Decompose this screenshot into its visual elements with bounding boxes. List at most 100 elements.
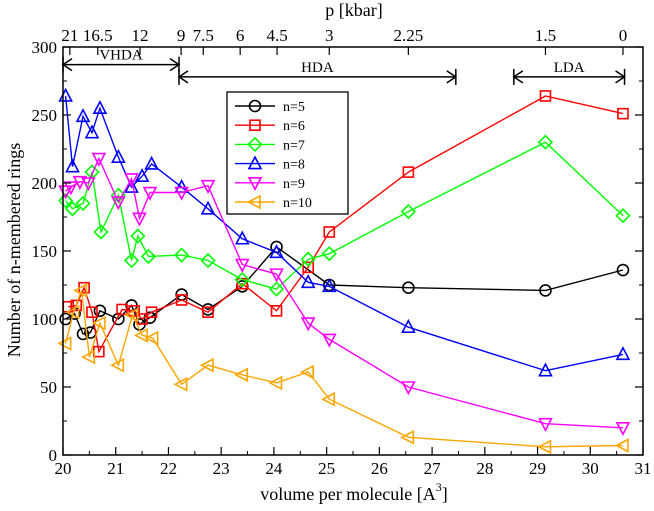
data-point-n8 (144, 155, 159, 170)
y-tick-label: 100 (32, 310, 58, 329)
y-tick-label: 150 (32, 242, 58, 261)
data-point-n8 (111, 148, 126, 163)
data-point-n7 (130, 228, 146, 244)
data-point-n9 (111, 196, 126, 211)
legend-marker (247, 155, 263, 170)
legend-label: n=9 (283, 177, 305, 192)
data-point-n7 (321, 246, 337, 262)
data-point-n10 (124, 307, 139, 323)
x-tick-label: 20 (55, 459, 72, 478)
data-point-n7 (58, 193, 74, 209)
data-point-n10 (133, 328, 148, 343)
x-tick-label: 25 (318, 459, 335, 478)
legend-marker (247, 136, 263, 153)
data-point-n10 (400, 430, 415, 445)
data-point-n7 (75, 195, 91, 212)
y-tick-label: 50 (40, 378, 57, 397)
data-point-n5 (76, 327, 90, 341)
data-point-n9 (401, 381, 416, 396)
data-point-n9 (234, 258, 250, 273)
legend-marker (248, 99, 262, 113)
data-point-n8 (269, 244, 284, 259)
data-point-n10 (65, 304, 80, 320)
top-tick-label: 0 (619, 26, 628, 45)
data-point-n10 (614, 438, 629, 453)
legend-entry-n7: n=7 (235, 136, 305, 153)
data-point-n8 (234, 230, 250, 245)
data-point-n9 (174, 186, 189, 201)
region-label: HDA (301, 60, 334, 76)
data-point-n9 (321, 333, 337, 348)
legend-label: n=7 (283, 138, 305, 153)
data-point-n10 (268, 375, 283, 391)
data-point-n10 (144, 330, 159, 346)
data-point-n10 (110, 357, 125, 373)
data-point-n6 (617, 107, 629, 120)
legend-marker (246, 194, 261, 210)
y-tick-label: 250 (32, 106, 58, 125)
data-point-n9 (132, 212, 147, 227)
x-tick-label: 28 (476, 459, 493, 478)
data-point-n8 (92, 99, 108, 114)
x-tick-label: 26 (371, 459, 388, 478)
top-tick-label: 9 (177, 26, 186, 45)
data-point-n6 (302, 261, 314, 274)
data-point-n6 (236, 277, 249, 290)
data-point-n7 (234, 271, 250, 288)
top-tick-label: 16.5 (83, 26, 113, 45)
region-label: LDA (554, 60, 585, 76)
data-point-n8 (75, 108, 91, 123)
x-axis-label-close: ] (442, 484, 448, 504)
x-axis-label-sup: 3 (436, 480, 442, 494)
data-point-n8 (401, 318, 416, 333)
data-point-n7 (615, 208, 631, 224)
data-point-n5 (93, 304, 107, 318)
data-point-n8 (124, 178, 139, 193)
top-tick-label: 2.25 (393, 26, 423, 45)
data-point-n10 (81, 349, 96, 365)
top-tick-label: 21 (61, 26, 78, 45)
legend-entry-n8: n=8 (235, 155, 305, 173)
data-point-n6 (145, 306, 158, 319)
data-point-n6 (70, 299, 82, 312)
phase-regions: VHDA HDA LDA (61, 48, 626, 85)
data-point-n7 (268, 281, 285, 297)
series-n10 (57, 283, 629, 455)
data-point-n7 (64, 201, 81, 217)
data-point-n6 (539, 90, 552, 102)
legend-marker (249, 119, 261, 131)
data-point-n9 (63, 181, 79, 196)
data-point-n9 (300, 317, 316, 332)
data-point-n8 (615, 346, 631, 361)
data-point-n7 (93, 224, 109, 240)
x-tick-label: 21 (107, 459, 124, 478)
x-tick-label: 24 (265, 459, 283, 478)
data-point-n6 (323, 226, 336, 238)
data-point-n6 (86, 306, 98, 319)
data-point-n8 (321, 278, 337, 293)
data-point-n6 (202, 306, 214, 319)
legend-label: n=6 (283, 119, 305, 134)
data-point-n10 (57, 336, 72, 351)
x-tick-label: 23 (213, 459, 230, 478)
legend-entry-n5: n=5 (235, 99, 305, 115)
data-point-n10 (537, 439, 552, 455)
top-axis-label: p [kbar] (325, 0, 382, 20)
x-tick-label: 30 (582, 459, 599, 478)
legend-marker (247, 177, 263, 192)
x-tick-label: 27 (424, 459, 442, 478)
series-n8 (58, 87, 631, 377)
data-point-n6 (175, 294, 188, 306)
x-axis-label-main: volume per molecule [A (260, 484, 435, 504)
data-point-n7 (140, 248, 157, 265)
data-point-n10 (299, 364, 314, 380)
data-point-n5 (402, 281, 415, 295)
data-point-n9 (615, 421, 631, 437)
data-point-n9 (269, 268, 284, 283)
top-tick-label: 4.5 (266, 26, 287, 45)
data-point-n9 (80, 177, 96, 192)
data-point-n8 (200, 200, 216, 215)
top-tick-label: 6 (236, 26, 245, 45)
data-point-n5 (616, 263, 630, 277)
top-tick-label: 7.5 (193, 26, 214, 45)
